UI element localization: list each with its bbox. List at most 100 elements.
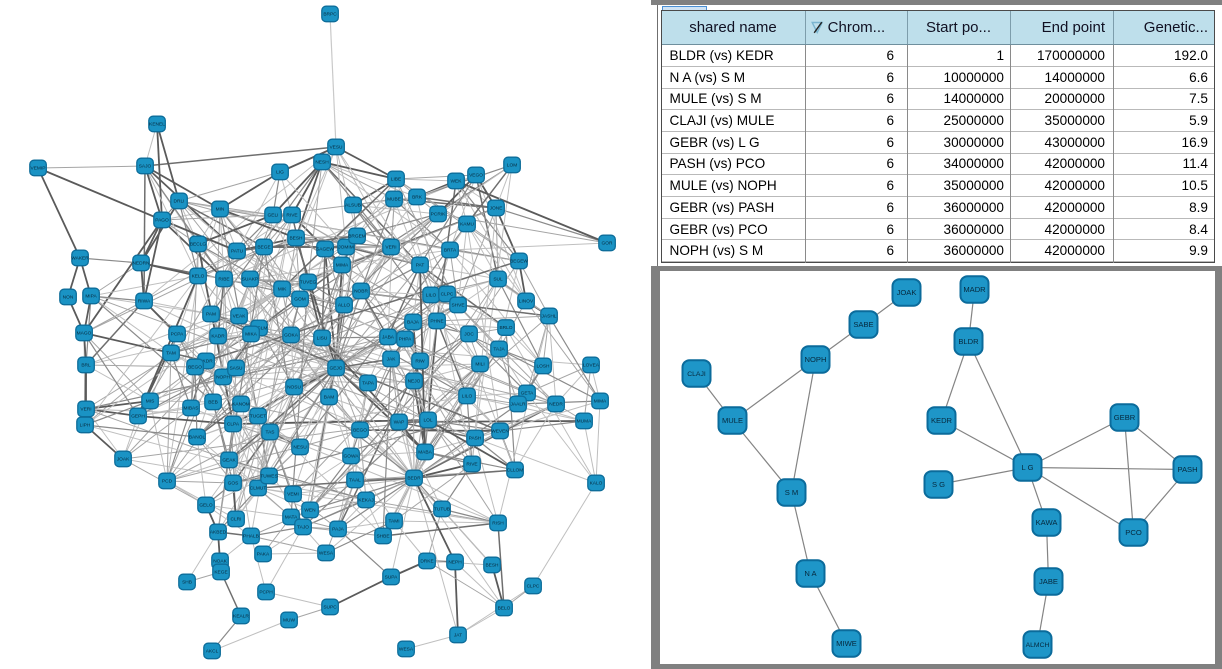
svg-text:NOBR: NOBR (354, 289, 368, 295)
svg-text:JASHL: JASHL (542, 314, 557, 320)
svg-text:MADR: MADR (964, 285, 987, 294)
svg-text:TAJA: TAJA (493, 347, 505, 353)
svg-text:SHVE: SHVE (451, 303, 464, 309)
svg-text:PAJA: PAJA (332, 527, 344, 533)
svg-text:BEGEW: BEGEW (510, 259, 528, 265)
svg-text:LIG: LIG (276, 170, 284, 176)
svg-text:VEMI: VEMI (287, 492, 299, 498)
svg-text:PCPH: PCPH (259, 590, 273, 596)
svg-text:SAGEW: SAGEW (316, 247, 334, 253)
svg-text:AKBED: AKBED (210, 530, 227, 536)
svg-text:NEPH: NEPH (448, 560, 462, 566)
svg-text:RIVE: RIVE (286, 213, 297, 219)
svg-text:WESA: WESA (319, 551, 334, 557)
svg-text:SASU: SASU (229, 366, 243, 372)
svg-text:JOMIM: JOMIM (338, 245, 353, 251)
svg-text:BRL: BRL (81, 363, 91, 369)
svg-text:KEKAJ: KEKAJ (358, 498, 374, 504)
svg-text:GOWA: GOWA (343, 454, 359, 460)
svg-text:VEMIP: VEMIP (31, 166, 46, 172)
svg-text:VERI: VERI (385, 245, 396, 251)
svg-text:PASH: PASH (1178, 465, 1198, 474)
svg-text:PAM: PAM (206, 312, 216, 318)
svg-text:AKCL: AKCL (206, 649, 219, 655)
svg-text:TAS: TAS (266, 430, 275, 436)
svg-text:SUPC: SUPC (323, 605, 337, 611)
svg-text:NESU: NESU (293, 445, 307, 451)
svg-text:JAALR: JAALR (511, 402, 526, 408)
svg-text:KAWA: KAWA (1036, 518, 1059, 527)
svg-text:TUWES: TUWES (260, 474, 277, 480)
svg-text:PCRIK: PCRIK (431, 212, 446, 218)
svg-text:S M: S M (785, 488, 799, 497)
svg-text:JABE: JABE (1039, 577, 1058, 586)
svg-text:LISU: LISU (317, 336, 328, 342)
svg-text:WEN: WEN (304, 508, 316, 514)
svg-text:RIBE: RIBE (218, 277, 229, 283)
svg-text:PASH: PASH (469, 436, 482, 442)
svg-text:RIVE: RIVE (466, 462, 477, 468)
svg-text:JAT: JAT (454, 633, 462, 639)
svg-text:BEGE: BEGE (257, 245, 270, 251)
svg-text:GEPH: GEPH (131, 414, 145, 420)
svg-text:BESH: BESH (485, 563, 499, 569)
svg-text:NOPH: NOPH (805, 355, 827, 364)
svg-text:KENEL: KENEL (149, 122, 165, 128)
svg-text:SAJO: SAJO (139, 164, 152, 170)
svg-text:BESH: BESH (289, 236, 303, 242)
svg-text:KEGE: KEGE (214, 570, 227, 576)
svg-text:MIMA: MIMA (594, 399, 607, 405)
svg-text:BEGO: BEGO (353, 428, 367, 434)
svg-text:TUGET: TUGET (250, 414, 266, 420)
svg-text:CLAJI: CLAJI (688, 371, 707, 378)
svg-text:JONE: JONE (490, 206, 503, 212)
svg-text:MUBE: MUBE (387, 197, 401, 203)
svg-text:ALMCH: ALMCH (1026, 642, 1050, 649)
svg-text:CLPA: CLPA (227, 422, 240, 428)
svg-text:KEALR: KEALR (233, 614, 249, 620)
svg-text:BRK: BRK (412, 195, 423, 201)
svg-text:LIBE: LIBE (391, 177, 401, 183)
svg-text:WAKER: WAKER (71, 256, 89, 262)
svg-text:JOAK: JOAK (897, 288, 917, 297)
svg-text:BLDR: BLDR (959, 337, 980, 346)
svg-text:RIW: RIW (415, 359, 425, 365)
svg-text:NOSU: NOSU (287, 385, 301, 391)
svg-text:TAPA: TAPA (362, 381, 375, 387)
svg-text:MUMA: MUMA (577, 419, 592, 425)
svg-text:TAJO: TAJO (297, 525, 309, 531)
svg-text:KALO: KALO (590, 481, 603, 487)
svg-text:PATU: PATU (231, 249, 244, 255)
svg-text:BEDR: BEDR (407, 476, 421, 482)
svg-text:JOAK: JOAK (117, 457, 130, 463)
svg-text:VEAK: VEAK (233, 314, 247, 320)
svg-text:BRPC: BRPC (323, 12, 337, 18)
svg-text:BAJA: BAJA (407, 320, 420, 326)
svg-text:LOM: LOM (507, 163, 517, 169)
svg-text:LOVEA: LOVEA (583, 363, 600, 369)
svg-text:CLMUT: CLMUT (250, 486, 267, 492)
svg-text:BRLO: BRLO (499, 325, 512, 331)
svg-text:RIWA: RIWA (138, 299, 151, 305)
svg-text:MIN: MIN (216, 207, 225, 213)
svg-text:NOPH: NOPH (216, 375, 230, 381)
svg-text:MABA: MABA (418, 450, 432, 456)
svg-text:TAAL: TAAL (349, 478, 361, 484)
svg-text:JOC: JOC (464, 332, 474, 338)
svg-text:JABA: JABA (382, 335, 395, 341)
svg-text:VERI: VERI (80, 407, 91, 413)
svg-text:CLRI: CLRI (231, 517, 242, 523)
svg-text:NOAK: NOAK (213, 559, 227, 565)
svg-text:MULE: MULE (722, 416, 743, 425)
svg-text:CLPC: CLPC (441, 292, 454, 298)
svg-text:TAM: TAM (166, 351, 176, 357)
svg-text:PHPA: PHPA (399, 337, 413, 343)
svg-text:BRTA: BRTA (444, 248, 457, 254)
svg-text:GOS: GOS (228, 481, 239, 487)
svg-text:LOSH: LOSH (536, 364, 550, 370)
svg-text:S G: S G (932, 480, 945, 489)
svg-text:MATA: MATA (285, 515, 298, 521)
svg-text:NEDR: NEDR (549, 402, 563, 408)
svg-text:JAK: JAK (387, 357, 397, 363)
svg-text:GETA: GETA (521, 391, 535, 397)
